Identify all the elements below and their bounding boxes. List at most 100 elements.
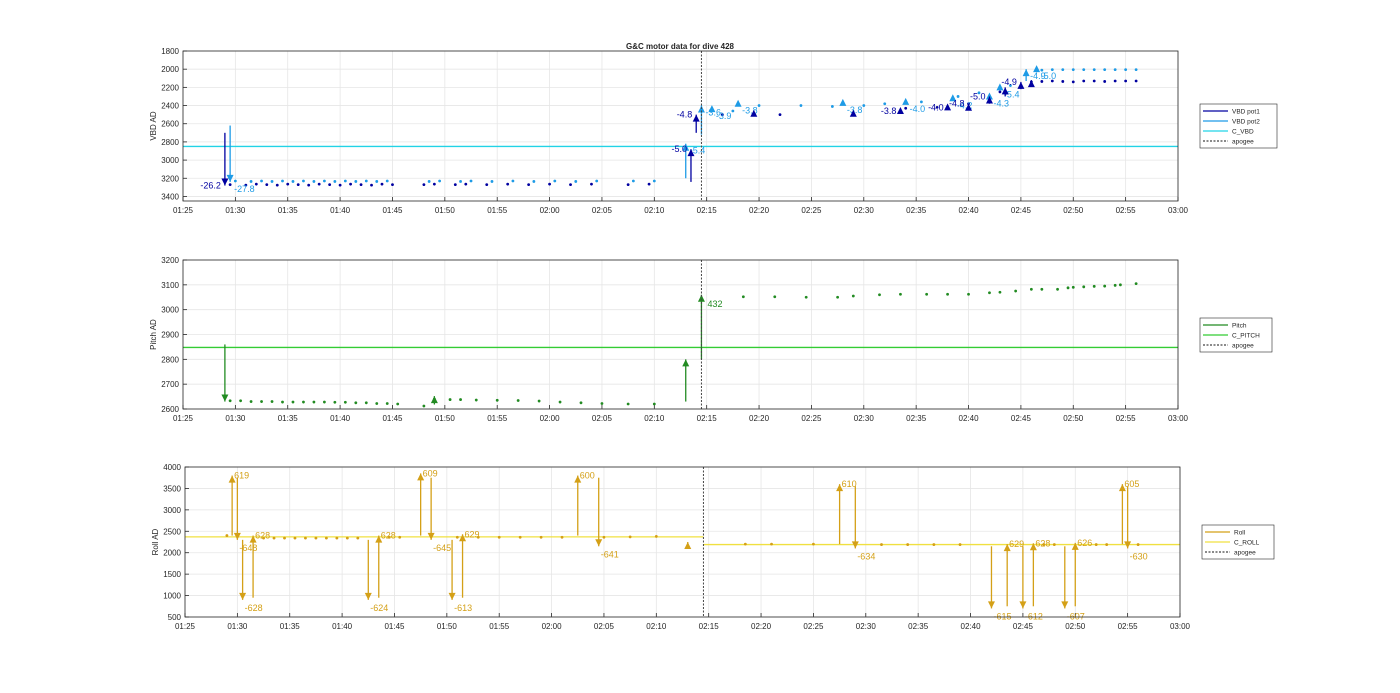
pitch-point bbox=[448, 398, 452, 401]
vbd-pot2-point bbox=[260, 179, 263, 183]
vbd-pot2-point bbox=[490, 180, 494, 183]
x-tick-label: 02:55 bbox=[1116, 206, 1137, 215]
vbd-pot2-point bbox=[1050, 68, 1054, 72]
pitch-point bbox=[281, 400, 284, 404]
roll-event-label: -607 bbox=[1067, 611, 1085, 621]
vbd-pot2-point bbox=[291, 180, 295, 183]
y-tick-label: 3200 bbox=[161, 256, 179, 265]
x-tick-label: 01:25 bbox=[173, 414, 194, 423]
vbd-pot2-point bbox=[312, 180, 316, 183]
x-tick-label: 02:45 bbox=[1013, 622, 1034, 631]
pitch-point bbox=[343, 400, 347, 404]
x-tick-label: 02:50 bbox=[1063, 414, 1084, 423]
x-tick-label: 01:25 bbox=[173, 206, 194, 215]
vbd-pot2-event-head bbox=[839, 98, 847, 106]
roll-event-label: -634 bbox=[857, 551, 875, 561]
pitch-point bbox=[385, 402, 389, 405]
roll-point bbox=[812, 542, 815, 546]
roll-event-label: 626 bbox=[1077, 538, 1092, 548]
axes-frame bbox=[184, 466, 1181, 618]
roll-event-label: -648 bbox=[239, 543, 257, 553]
vbd-pot1-event-head bbox=[849, 109, 857, 117]
x-tick-label: 02:15 bbox=[697, 414, 718, 423]
x-tick-label: 02:00 bbox=[540, 206, 561, 215]
y-tick-label: 1000 bbox=[163, 592, 181, 601]
pitch-point bbox=[1029, 287, 1033, 291]
pitch-point bbox=[396, 402, 400, 406]
vbd-pot1-event-head bbox=[687, 149, 695, 157]
vbd-pot2-point bbox=[354, 180, 358, 183]
pitch-point bbox=[579, 401, 583, 405]
vbd-pot2-point bbox=[532, 180, 536, 183]
x-tick-label: 02:50 bbox=[1063, 206, 1084, 215]
roll-point bbox=[1136, 543, 1140, 546]
pitch-point bbox=[878, 293, 881, 297]
legend-label: C_PITCH bbox=[1232, 333, 1260, 340]
vbd-pot1-point bbox=[244, 183, 248, 187]
vbd-pot2-label: -3.6 bbox=[705, 108, 721, 118]
vbd-pot1-point bbox=[1113, 79, 1117, 83]
roll-event-head bbox=[595, 539, 603, 547]
roll-event-head bbox=[1124, 541, 1132, 549]
roll-event-head bbox=[239, 592, 247, 600]
vbd-pot2-point bbox=[553, 179, 557, 183]
y-axis-label: Roll AD bbox=[151, 528, 160, 555]
y-tick-label: 2200 bbox=[161, 83, 179, 92]
roll-event-label: 629 bbox=[1009, 539, 1024, 549]
x-tick-label: 02:30 bbox=[854, 414, 875, 423]
x-tick-label: 02:10 bbox=[644, 206, 665, 215]
x-tick-label: 03:00 bbox=[1168, 206, 1189, 215]
vbd-pot2-event-head bbox=[985, 92, 993, 100]
x-tick-label: 02:10 bbox=[644, 414, 665, 423]
vbd-pot2-event-head bbox=[902, 97, 910, 105]
vbd-pot1-point bbox=[254, 182, 258, 186]
x-tick-label: 02:45 bbox=[1011, 414, 1032, 423]
vbd-pot2-point bbox=[757, 104, 761, 107]
vbd-pot1-point bbox=[349, 182, 352, 186]
legend-label: Roll bbox=[1234, 530, 1246, 537]
pitch-point bbox=[836, 295, 840, 299]
pitch-point bbox=[239, 399, 243, 403]
roll-event-head bbox=[459, 534, 467, 542]
vbd-pot1-point bbox=[569, 183, 572, 187]
vbd-pot1-point bbox=[1124, 79, 1128, 83]
roll-event-label: -641 bbox=[601, 549, 619, 559]
pitch-event-head bbox=[697, 294, 705, 302]
x-tick-label: 02:35 bbox=[906, 206, 927, 215]
x-tick-label: 02:05 bbox=[592, 414, 613, 423]
y-tick-label: 1800 bbox=[161, 47, 179, 56]
y-tick-label: 3000 bbox=[163, 506, 181, 515]
pitch-point bbox=[364, 401, 368, 405]
vbd-pot1-point bbox=[275, 183, 279, 187]
legend-label: C_ROLL bbox=[1234, 540, 1260, 547]
vbd-pot1-point bbox=[338, 183, 342, 187]
x-tick-label: 02:30 bbox=[856, 622, 877, 631]
y-tick-label: 2800 bbox=[161, 138, 179, 147]
vbd-pot2-point bbox=[511, 179, 515, 183]
vbd-pot1-point bbox=[296, 183, 300, 187]
roll-point bbox=[770, 542, 773, 546]
x-tick-label: 02:40 bbox=[959, 414, 980, 423]
roll-point bbox=[398, 535, 402, 539]
pitch-point bbox=[967, 292, 970, 296]
vbd-pot2-point bbox=[459, 180, 462, 183]
vbd-pot2-point bbox=[249, 180, 253, 183]
vbd-pot2-point bbox=[883, 102, 887, 106]
roll-event-head bbox=[684, 542, 692, 549]
pitch-point bbox=[322, 400, 326, 404]
vbd-pot2-point bbox=[270, 180, 274, 183]
vbd-pot2-point bbox=[595, 179, 599, 183]
vbd-pot2-label: -27.8 bbox=[234, 184, 255, 194]
x-tick-label: 02:25 bbox=[801, 206, 822, 215]
x-tick-label: 02:20 bbox=[751, 622, 772, 631]
vbd-pot2-point bbox=[977, 91, 981, 95]
vbd-pot2-point bbox=[281, 179, 284, 183]
roll-event-head bbox=[364, 592, 372, 600]
pitch-event-head bbox=[682, 359, 690, 367]
vbd-pot1-point bbox=[1050, 79, 1054, 83]
x-tick-label: 02:45 bbox=[1011, 206, 1032, 215]
roll-event-head bbox=[1071, 542, 1079, 550]
vbd-pot2-point bbox=[1009, 84, 1012, 87]
vbd-pot1-point bbox=[1071, 80, 1075, 84]
vbd-pot2-point bbox=[956, 95, 960, 98]
